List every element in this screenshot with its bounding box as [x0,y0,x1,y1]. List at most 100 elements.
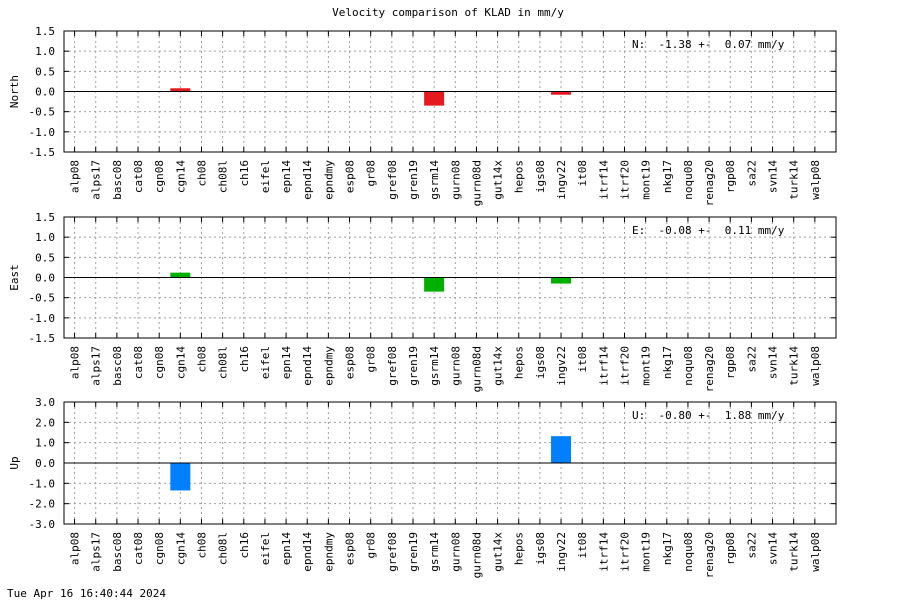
x-tick-label: ch08 [195,160,208,187]
x-tick-label: alp08 [69,160,82,193]
x-tick-label: basc08 [111,160,124,200]
y-tick-label: 2.0 [35,416,55,429]
x-tick-label: gurn08d [470,160,483,206]
x-tick-label: hepos [513,160,526,193]
x-tick-label: sa22 [745,160,758,187]
y-tick-label: 1.0 [35,45,55,58]
x-tick-label: gut14x [492,160,505,200]
x-tick-label: mont19 [640,532,653,572]
x-tick-label: rgp08 [724,346,737,379]
x-tick-label: rgp08 [724,532,737,565]
x-tick-label: cgn08 [153,346,166,379]
x-tick-label: epn14 [280,346,293,379]
x-tick-label: alps17 [90,532,103,572]
x-tick-label: gren19 [407,532,420,572]
x-tick-label: turk14 [788,160,801,200]
chart-title: Velocity comparison of KLAD in mm/y [332,6,564,19]
x-tick-label: gurn08 [449,160,462,200]
x-tick-label: itrf14 [597,160,610,200]
y-tick-label: -3.0 [29,518,56,531]
x-tick-label: gurn08 [449,346,462,386]
x-tick-label: it08 [576,532,589,559]
x-tick-label: ch16 [238,346,251,373]
x-tick-label: renag20 [703,160,716,206]
x-tick-label: epndmy [322,160,335,200]
y-tick-label: 1.5 [35,211,55,224]
x-tick-label: walp08 [809,532,822,572]
x-tick-label: it08 [576,346,589,373]
x-tick-label: gren19 [407,346,420,386]
x-tick-label: gsrm14 [428,160,441,200]
x-tick-label: ch08l [217,532,230,565]
x-tick-label: gr08 [365,532,378,559]
x-tick-label: epnd14 [301,346,314,386]
x-tick-label: nkg17 [661,160,674,193]
x-tick-label: ch08 [195,346,208,373]
x-tick-label: mont19 [640,160,653,200]
x-tick-label: eifel [259,346,272,379]
x-tick-label: hepos [513,532,526,565]
x-tick-label: ch08l [217,346,230,379]
x-tick-label: epn14 [280,160,293,193]
y-tick-label: 1.5 [35,25,55,38]
y-tick-label: 0.0 [35,457,55,470]
x-tick-label: it08 [576,160,589,187]
x-tick-label: cgn08 [153,160,166,193]
bar-gsrm14 [424,277,445,292]
x-tick-label: ch08 [195,532,208,559]
x-tick-label: ch16 [238,532,251,559]
bar-ingv22 [551,277,572,284]
x-tick-label: noqu08 [682,346,695,386]
plot-frame [63,30,837,153]
x-tick-label: gurn08 [449,532,462,572]
x-tick-label: nkg17 [661,532,674,565]
x-tick-label: alps17 [90,346,103,386]
x-tick-label: gsrm14 [428,346,441,386]
y-axis-label: Up [8,456,21,469]
x-tick-label: gr08 [365,160,378,187]
x-tick-label: basc08 [111,346,124,386]
x-tick-label: epn14 [280,532,293,565]
x-tick-label: ch16 [238,160,251,187]
x-tick-label: gref08 [386,532,399,572]
x-tick-label: eifel [259,160,272,193]
x-tick-label: svn14 [767,532,780,565]
x-tick-label: itrf14 [597,346,610,386]
x-tick-label: gren19 [407,160,420,200]
x-tick-label: gurn08d [470,346,483,392]
x-tick-label: gurn08d [470,532,483,578]
x-tick-label: svn14 [767,346,780,379]
x-tick-label: svn14 [767,160,780,193]
x-tick-label: gsrm14 [428,532,441,572]
x-tick-label: sa22 [745,532,758,559]
y-tick-label: 1.0 [35,231,55,244]
y-tick-label: -2.0 [29,498,56,511]
x-tick-label: itrf14 [597,532,610,572]
y-tick-label: -0.5 [29,292,56,305]
x-tick-label: renag20 [703,346,716,392]
x-tick-label: igs08 [534,532,547,565]
x-tick-label: basc08 [111,532,124,572]
velocity-annotation: E: -0.08 +- 0.11 mm/y [632,224,785,237]
x-tick-label: epndmy [322,346,335,386]
velocity-annotation: U: -0.80 +- 1.88 mm/y [632,409,785,422]
x-tick-label: cat08 [132,532,145,565]
bar-cgn14 [170,272,191,278]
bar-ingv22 [551,436,572,463]
x-tick-label: epnd14 [301,160,314,200]
x-tick-label: turk14 [788,532,801,572]
x-tick-label: gut14x [492,346,505,386]
x-tick-label: itrf20 [618,532,631,572]
x-tick-label: ingv22 [555,532,568,572]
y-tick-label: -1.5 [29,146,56,159]
x-tick-label: hepos [513,346,526,379]
bar-ingv22 [551,91,572,95]
x-tick-label: cat08 [132,346,145,379]
y-tick-label: -1.0 [29,312,56,325]
x-tick-label: cgn14 [174,532,187,565]
timestamp: Tue Apr 16 16:40:44 2024 [7,587,166,600]
panel-north: 1.5 1.0 0.5 0.0 -0.5 -1.0 -1.5 alp08 alps17 basc0… [8,25,837,206]
x-tick-label: esp08 [344,160,357,193]
panel-up: 3.0 2.0 1.0 0.0 -1.0 -2.0 -3.0 alp08 alps17 basc0… [8,396,837,578]
